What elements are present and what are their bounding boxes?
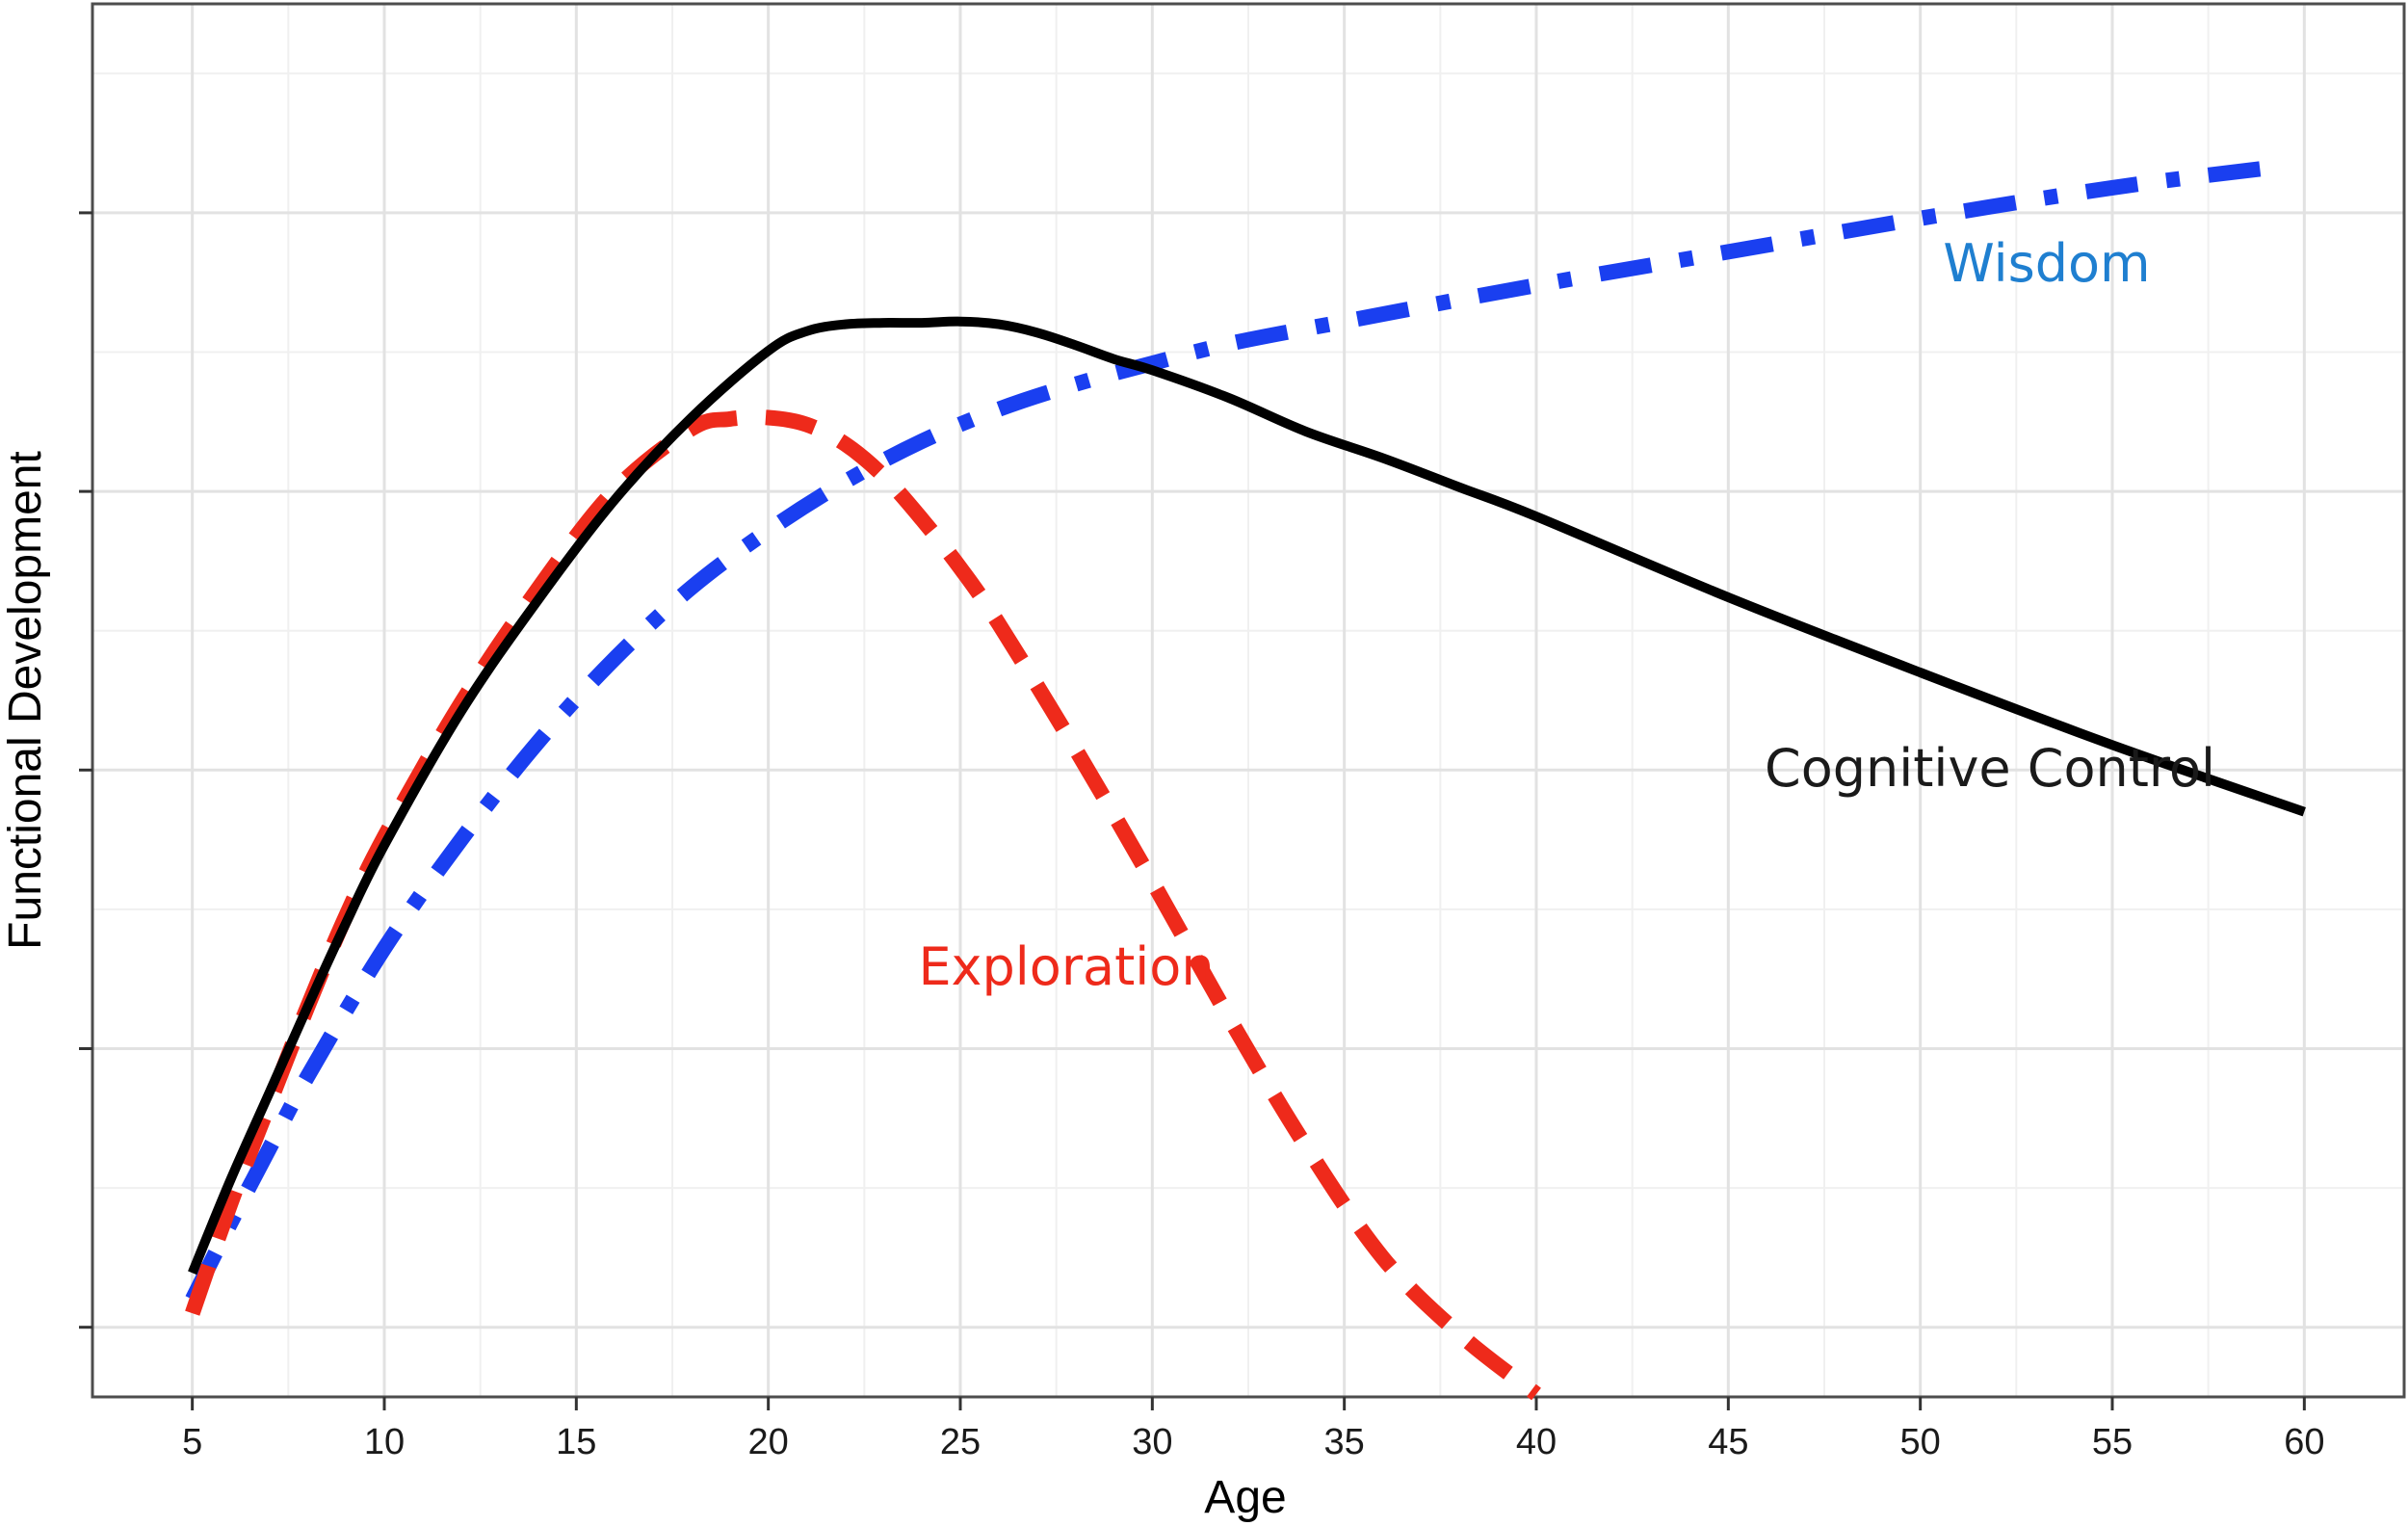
x-tick-label: 45 (1708, 1422, 1748, 1462)
x-tick-label: 25 (940, 1422, 981, 1462)
x-tick-label: 55 (2092, 1422, 2133, 1462)
x-tick-label: 10 (364, 1422, 405, 1462)
x-tick-label: 50 (1900, 1422, 1941, 1462)
grid (92, 4, 2404, 1397)
x-tick-label: 5 (182, 1422, 202, 1462)
x-tick-label: 40 (1516, 1422, 1557, 1462)
y-axis-title: Functional Development (0, 451, 51, 950)
series-line-cognitive-control (188, 316, 2306, 1276)
plot-frame (91, 2, 2406, 1399)
x-axis-ticks: 5 10 15 20 25 30 35 40 45 50 55 60 (182, 1397, 2324, 1462)
x-axis-title: Age (1204, 1472, 1286, 1523)
x-tick-label: 35 (1324, 1422, 1365, 1462)
series-lines (185, 160, 2306, 1401)
annotation-exploration: Exploration (918, 936, 1214, 997)
annotation-cognitive-control: Cognitive Control (1765, 738, 2215, 799)
x-tick-label: 20 (748, 1422, 789, 1462)
x-tick-label: 60 (2284, 1422, 2324, 1462)
x-tick-label: 30 (1132, 1422, 1172, 1462)
annotation-wisdom: Wisdom (1943, 233, 2150, 294)
x-tick-label: 15 (556, 1422, 596, 1462)
y-axis-ticks (79, 211, 92, 1329)
series-line-wisdom (185, 160, 2267, 1303)
